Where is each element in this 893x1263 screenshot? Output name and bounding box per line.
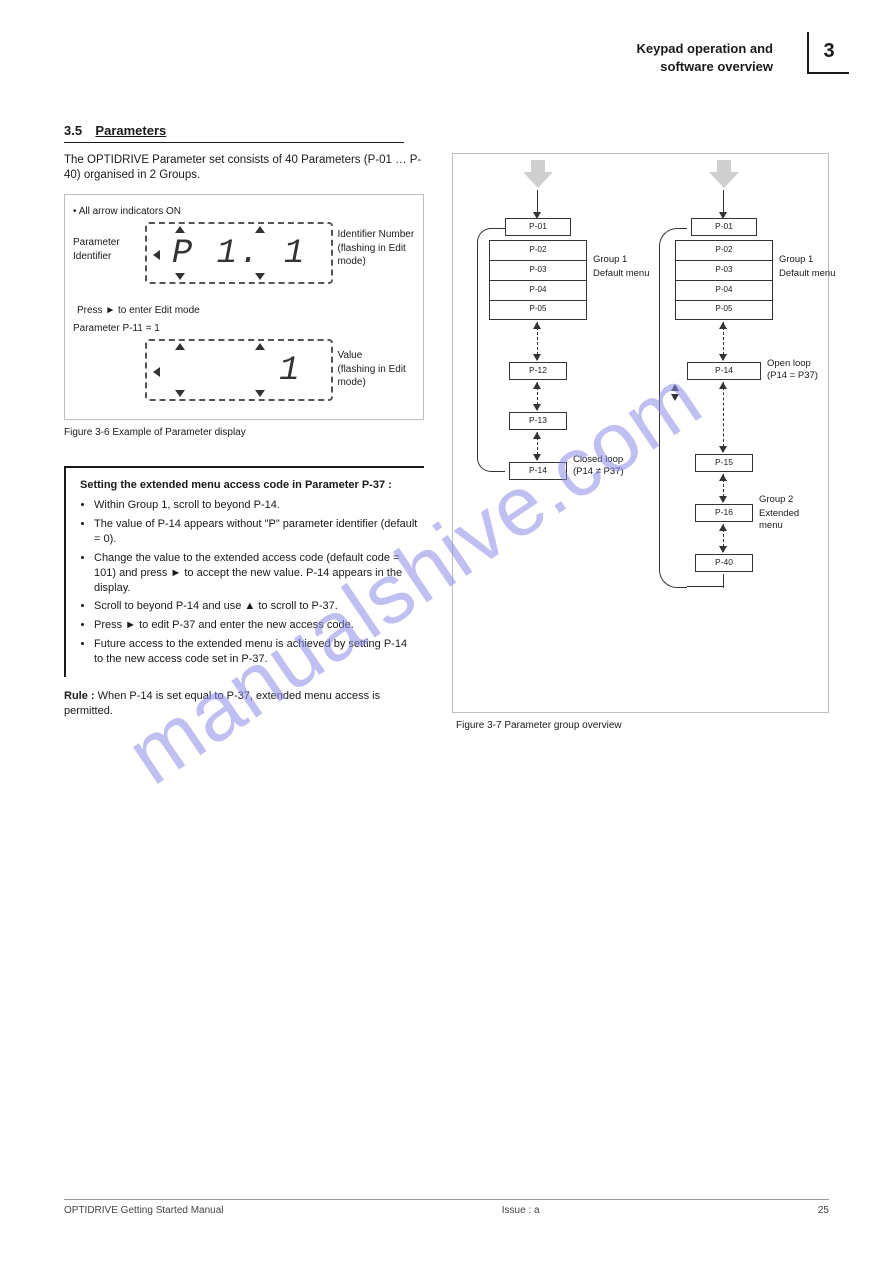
down-arrow-icon <box>523 160 553 188</box>
arrowhead-down-icon <box>719 446 727 453</box>
down-arrow-icon <box>709 160 739 188</box>
note-closed: Closed loop (P14 ≠ P37) <box>573 454 653 480</box>
flow-line <box>687 586 723 587</box>
seg1-note-right: Identifier Number (flashing in Edit mode… <box>337 218 415 269</box>
note-ext: Extended menu <box>759 508 819 534</box>
section-title: Parameters <box>95 122 166 140</box>
note-open: Open loop (P14 = P37) <box>767 358 837 384</box>
flow-figure: P-01 P-02 P-03 P-04 P-05 Group 1 Default… <box>452 153 829 713</box>
note-group1: Group 1 <box>593 254 653 267</box>
page-footer: OPTIDRIVE Getting Started Manual Issue :… <box>64 1199 829 1218</box>
header-line2: software overview <box>636 58 773 76</box>
page-header: Keypad operation and software overview 3 <box>64 40 829 110</box>
arrowhead-up-icon <box>533 432 541 439</box>
remark-text: When P-14 is set equal to P-37, extended… <box>64 690 380 717</box>
flow-line <box>723 574 724 588</box>
section-intro: The OPTIDRIVE Parameter set consists of … <box>64 153 424 184</box>
flow-node: P-15 <box>695 454 753 472</box>
tri-icon <box>175 343 185 350</box>
instr-heading: Setting the extended menu access code in… <box>80 478 418 493</box>
chapter-box: 3 <box>807 32 849 74</box>
flow-node: P-14 <box>509 462 567 480</box>
flow-node: P-05 <box>675 300 773 320</box>
flow-stack-b: P-02 P-03 P-04 P-05 <box>675 240 773 320</box>
arrowhead-down-icon <box>719 496 727 503</box>
instr-item: Within Group 1, scroll to beyond P-14. <box>94 498 418 513</box>
note-default: Default menu <box>593 268 663 281</box>
note-group1b: Group 1 <box>779 254 829 267</box>
flow-node: P-01 <box>691 218 757 236</box>
fig36-caption: Figure 3-6 Example of Parameter display <box>64 426 424 440</box>
flow-node: P-02 <box>675 240 773 260</box>
section-underline <box>64 142 404 143</box>
remark: Rule : When P-14 is set equal to P-37, e… <box>64 689 424 719</box>
flow-dash <box>723 382 724 452</box>
arrowhead-up-icon <box>719 474 727 481</box>
footer-right: 25 <box>818 1204 829 1218</box>
instr-item: Scroll to beyond P-14 and use ▲ to scrol… <box>94 599 418 614</box>
arrowhead-up-icon <box>719 524 727 531</box>
flow-node: P-03 <box>675 260 773 280</box>
fig-line1: • All arrow indicators ON <box>73 205 415 219</box>
flow-node: P-14 <box>687 362 761 380</box>
instr-item: Change the value to the extended access … <box>94 551 418 596</box>
flow-node: P-04 <box>675 280 773 300</box>
enter-prompt: Press ► to enter Edit mode <box>77 304 415 318</box>
instruction-box: Setting the extended menu access code in… <box>64 466 424 677</box>
fig37-caption: Figure 3-7 Parameter group overview <box>456 719 622 733</box>
seg2-note: Value (flashing in Edit mode) <box>337 335 415 390</box>
instr-item: The value of P-14 appears without "P" pa… <box>94 517 418 547</box>
remark-bold: Rule : <box>64 690 95 702</box>
flow-node: P-12 <box>509 362 567 380</box>
instr-item: Future access to the extended menu is ac… <box>94 637 418 667</box>
tri-icon <box>255 273 265 280</box>
header-title: Keypad operation and software overview <box>636 40 773 75</box>
fig-line2: Parameter P-11 = 1 <box>73 322 415 336</box>
seven-seg-display-2: 1 <box>145 339 334 401</box>
tri-icon <box>255 226 265 233</box>
instr-list: Within Group 1, scroll to beyond P-14. T… <box>80 498 418 666</box>
arrowhead-up-icon <box>533 382 541 389</box>
flow-node: P-01 <box>505 218 571 236</box>
tri-icon <box>153 367 160 377</box>
footer-left: OPTIDRIVE Getting Started Manual <box>64 1204 224 1218</box>
tri-icon <box>255 343 265 350</box>
seven-seg-display-1: P 1. 1 <box>145 222 334 284</box>
tri-icon <box>175 226 185 233</box>
tri-icon <box>175 273 185 280</box>
flow-loop <box>659 228 687 588</box>
seg1-note-left: Parameter Identifier <box>73 218 141 263</box>
seg2-text: 1 <box>147 349 332 395</box>
arrowhead-down-icon <box>533 404 541 411</box>
arrowhead-up-icon <box>533 322 541 329</box>
seg1-text: P 1. 1 <box>147 232 332 278</box>
footer-middle: Issue : a <box>502 1204 540 1218</box>
flow-loop <box>477 228 505 472</box>
parameter-figure: • All arrow indicators ON Parameter Iden… <box>64 194 424 421</box>
note-group2: Group 2 <box>759 494 819 507</box>
flow-node: P-13 <box>509 412 567 430</box>
arrowhead-down-icon <box>533 354 541 361</box>
arrowhead-down-icon <box>719 354 727 361</box>
arrowhead-down-icon <box>719 546 727 553</box>
arrowhead-up-icon <box>719 322 727 329</box>
flow-node: P-16 <box>695 504 753 522</box>
instr-item: Press ► to edit P-37 and enter the new a… <box>94 618 418 633</box>
tri-icon <box>255 390 265 397</box>
arrowhead-up-icon <box>719 382 727 389</box>
tri-icon <box>175 390 185 397</box>
section-number: 3.5 <box>64 123 82 138</box>
header-line1: Keypad operation and <box>636 40 773 58</box>
arrowhead-down-icon <box>533 454 541 461</box>
note-defaultb: Default menu <box>779 268 839 281</box>
tri-icon <box>153 250 160 260</box>
flow-node: P-40 <box>695 554 753 572</box>
